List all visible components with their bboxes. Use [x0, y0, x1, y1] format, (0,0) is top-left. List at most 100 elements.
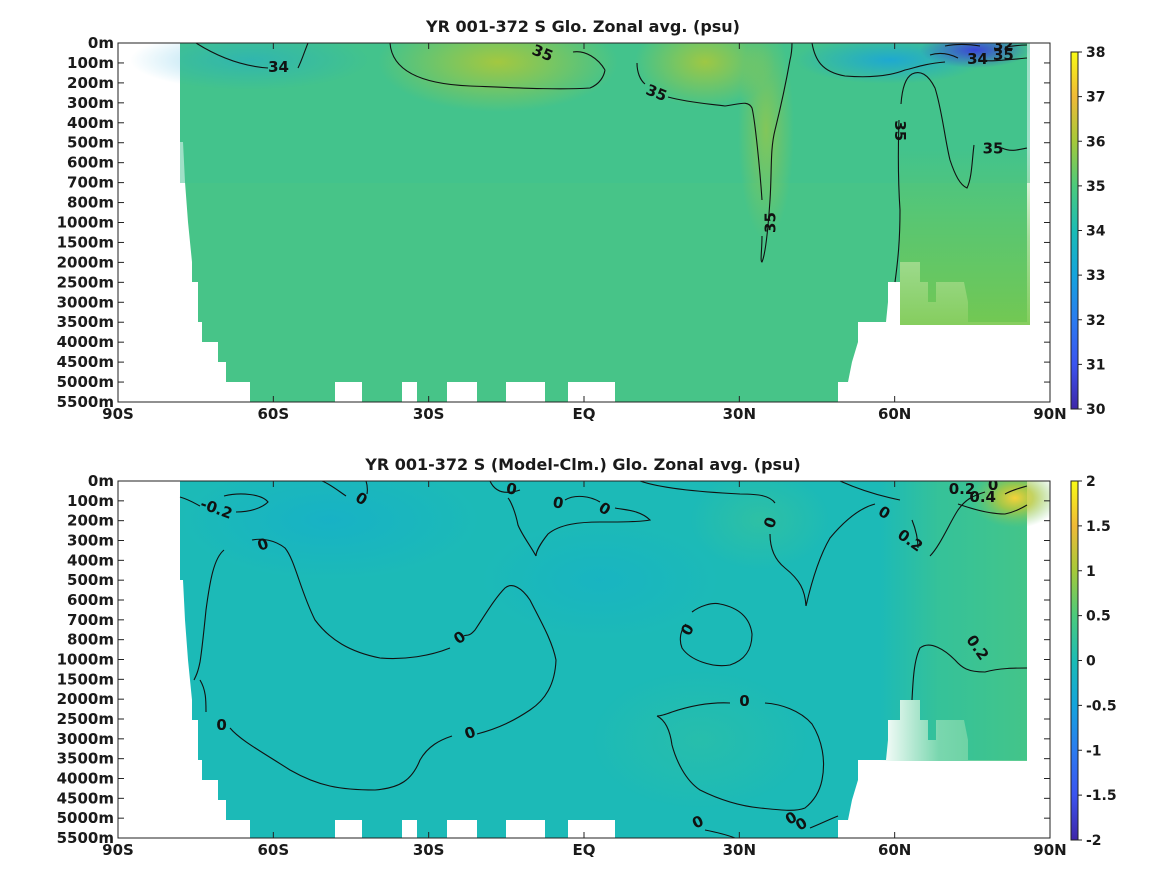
x-tick-label: EQ: [573, 841, 596, 859]
colorbar-tick-label: 38: [1086, 45, 1105, 61]
colorbar-tick-label: 1: [1086, 564, 1096, 580]
y-tick-label: 1500m: [57, 670, 114, 688]
y-tick: 1500m: [57, 233, 1050, 251]
y-tick-label: 600m: [67, 154, 114, 172]
y-tick-label: 300m: [67, 94, 114, 112]
x-tick-label: 90N: [1033, 405, 1066, 423]
y-tick: 5500m: [57, 393, 1050, 411]
contour-label: 35: [891, 120, 909, 141]
x-tick-label: EQ: [573, 405, 596, 423]
x-tick: 90N: [1033, 481, 1067, 859]
panel-1-title: YR 001-372 S Glo. Zonal avg. (psu): [425, 17, 740, 36]
colorbar-tick: 1.5: [1078, 519, 1111, 535]
y-tick: 5000m: [57, 373, 1050, 391]
colorbar-tick: 34: [1078, 224, 1106, 240]
contour-02-nordic: [839, 481, 1028, 701]
colorbar-tick: 1: [1078, 564, 1096, 580]
panel-2-shading: [180, 481, 1050, 810]
contour-35-nordic: [894, 71, 1028, 283]
colorbar-tick: 0: [1078, 654, 1096, 670]
y-tick: 700m: [67, 611, 1050, 629]
x-tick-label: 30S: [413, 405, 445, 423]
contour-34-arctic: [929, 53, 1028, 62]
colorbar-tick: 30: [1078, 402, 1106, 418]
x-tick-label: 30N: [723, 405, 756, 423]
y-tick: 800m: [67, 631, 1050, 649]
contour-0-loop-30n: [679, 602, 753, 667]
y-tick: 4000m: [57, 770, 1050, 788]
y-tick-label: 200m: [67, 74, 114, 92]
colorbar-tick-label: 37: [1086, 90, 1105, 106]
colorbar-tick-label: 2: [1086, 474, 1096, 490]
y-tick: 300m: [67, 94, 1050, 112]
colorbar-tick-label: 31: [1086, 357, 1105, 373]
x-tick-label: 30S: [413, 841, 445, 859]
contour-04-arctic: [957, 485, 1028, 515]
y-tick-label: 3500m: [57, 313, 114, 331]
colorbar-tick: 31: [1078, 357, 1105, 373]
contour-35-subpolar: [811, 43, 946, 78]
y-tick: 1500m: [57, 670, 1050, 688]
panel-2-contours: [179, 481, 1028, 838]
y-tick-label: 500m: [67, 134, 114, 152]
y-tick-label: 500m: [67, 571, 114, 589]
y-tick-label: 100m: [67, 492, 114, 510]
x-tick-label: 90N: [1033, 841, 1066, 859]
y-tick-label: 5000m: [57, 809, 114, 827]
x-tick-label: 60N: [878, 405, 911, 423]
x-tick: EQ: [573, 43, 596, 423]
y-tick: 500m: [67, 571, 1050, 589]
y-tick: 200m: [67, 512, 1050, 530]
y-tick-label: 1000m: [57, 214, 114, 232]
contour-label: 0.4: [969, 488, 996, 506]
y-tick: 3500m: [57, 313, 1050, 331]
contour-label: 35: [993, 46, 1014, 64]
x-tick: 90S: [102, 43, 134, 423]
contour-label: 0: [988, 476, 998, 494]
x-tick-label: 60S: [257, 841, 289, 859]
contour-0-bottom: [704, 815, 839, 838]
x-tick-label: 60N: [878, 841, 911, 859]
panel-2-colorbar-gradient: [1070, 480, 1079, 841]
x-tick: 60S: [257, 43, 289, 423]
y-tick-label: 5500m: [57, 393, 114, 411]
contour-label: 0: [551, 493, 564, 513]
y-tick-label: 100m: [67, 54, 114, 72]
colorbar-tick: 35: [1078, 179, 1105, 195]
contour-34-south: [195, 43, 309, 69]
y-tick-label: 5500m: [57, 829, 114, 847]
colorbar-tick-label: 36: [1086, 134, 1105, 150]
y-tick: 4500m: [57, 353, 1050, 371]
colorbar-tick-label: -1.5: [1086, 788, 1117, 804]
y-tick-label: 4000m: [57, 333, 114, 351]
contour-label: 0.2: [949, 480, 976, 498]
y-tick: 100m: [67, 54, 1050, 72]
y-tick-label: 4000m: [57, 770, 114, 788]
y-tick-label: 4500m: [57, 353, 114, 371]
colorbar-tick-label: 30: [1086, 402, 1106, 418]
contour-label: 32: [993, 36, 1014, 54]
y-tick: 1000m: [57, 214, 1050, 232]
y-tick-label: 3500m: [57, 750, 114, 768]
colorbar-tick-label: 35: [1086, 179, 1105, 195]
colorbar-tick: 37: [1078, 90, 1105, 106]
contour-label: 34: [268, 58, 289, 76]
y-tick: 3000m: [57, 293, 1050, 311]
y-tick: 500m: [67, 134, 1050, 152]
y-tick: 100m: [67, 492, 1050, 510]
y-tick: 3000m: [57, 730, 1050, 748]
colorbar-tick: -0.5: [1078, 698, 1117, 714]
colorbar-tick: 32: [1078, 313, 1105, 329]
colorbar-tick-label: -0.5: [1086, 698, 1117, 714]
y-tick: 600m: [67, 154, 1050, 172]
y-tick-label: 0m: [88, 34, 114, 52]
y-tick-label: 2500m: [57, 710, 114, 728]
y-tick: 5500m: [57, 829, 1050, 847]
contour-label: 35: [983, 140, 1004, 158]
x-tick-label: 30N: [723, 841, 756, 859]
colorbar-tick-label: 32: [1086, 313, 1105, 329]
contour-0-equatorial: [489, 481, 652, 557]
